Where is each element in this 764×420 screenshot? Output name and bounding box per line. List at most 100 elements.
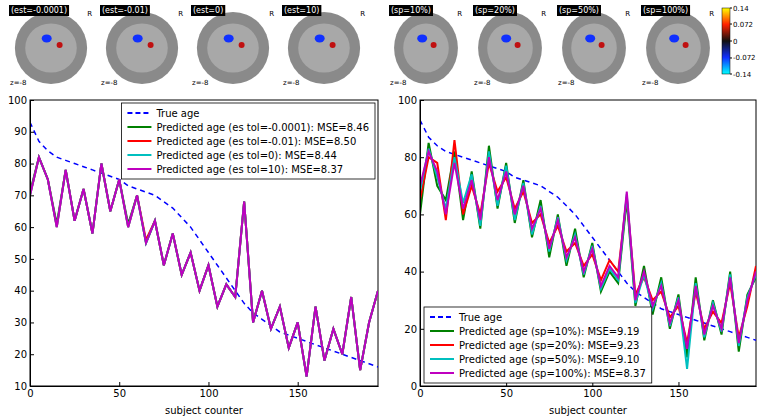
legend: True age Predicted age (es tol=-0.0001): …	[121, 103, 375, 179]
map-title: (sp=50%)	[559, 6, 599, 15]
map-slice: z=-8	[642, 79, 659, 87]
y-tick-mark	[30, 291, 34, 292]
map-title-bg	[9, 5, 69, 16]
map-side: R	[709, 10, 714, 18]
activation	[669, 34, 679, 42]
map-side: R	[360, 10, 365, 18]
x-tick: 100	[583, 382, 602, 399]
legend-item: Predicted age (es tol=-0.0001): MSE=8.46	[127, 122, 369, 133]
legend-label: Predicted age (es tol=0): MSE=8.44	[156, 150, 336, 161]
x-tick: 50	[500, 382, 513, 399]
y-tick: 10	[14, 381, 34, 392]
activation	[133, 34, 143, 42]
y-tick-mark	[30, 132, 34, 133]
y-tick-label: 30	[14, 317, 27, 328]
legend-swatch	[127, 126, 151, 128]
brain	[394, 12, 458, 84]
y-tick-mark	[30, 164, 34, 165]
y-tick-mark	[30, 322, 34, 323]
map-title: (sp=100%)	[643, 6, 688, 15]
map-slice: z=-8	[558, 79, 575, 87]
legend-item: Predicted age (sp=10%): MSE=9.19	[430, 326, 639, 337]
colorbar-label: 0	[733, 38, 737, 46]
legend-box	[424, 307, 652, 383]
activation	[501, 34, 511, 42]
map-side: R	[87, 10, 92, 18]
activation	[330, 42, 336, 48]
brain	[646, 12, 710, 84]
legend-item: Predicted age (es tol=10): MSE=8.37	[127, 164, 343, 175]
legend-swatch	[430, 344, 454, 346]
x-tick-label: 50	[113, 388, 126, 399]
y-tick-mark	[420, 100, 424, 101]
map-title: (est=-0.01)	[102, 6, 148, 15]
map-title-bg	[389, 5, 433, 16]
x-tick: 150	[669, 382, 688, 399]
y-tick: 100	[8, 95, 34, 106]
lines	[420, 120, 756, 369]
activation	[57, 42, 63, 48]
series-line	[420, 149, 756, 369]
x-axis-title: subject counter	[165, 405, 244, 416]
brain-map: (sp=10%)Rz=-8	[388, 4, 464, 87]
legend-label: Predicted age (es tol=-0.01): MSE=8.50	[156, 136, 356, 147]
map-side: R	[541, 10, 546, 18]
y-tick-label: 20	[14, 349, 27, 360]
colorbar-label: 0.14	[733, 5, 749, 13]
map-side: R	[178, 10, 183, 18]
activation	[239, 42, 245, 48]
map-slice: z=-8	[101, 79, 118, 87]
legend-label: True age	[155, 108, 199, 119]
x-tick: 50	[113, 382, 126, 399]
y-tick-label: 20	[404, 324, 417, 335]
legend-swatch	[430, 358, 454, 360]
brain	[562, 12, 626, 84]
y-tick: 40	[14, 285, 34, 296]
x-tick: 100	[199, 382, 218, 399]
brain-map: (sp=50%)Rz=-8	[556, 4, 632, 87]
y-tick-label: 80	[14, 158, 27, 169]
legend-label: Predicted age (sp=50%): MSE=9.10	[459, 354, 639, 365]
y-tick: 100	[398, 95, 424, 106]
y-tick: 30	[14, 317, 34, 328]
brain	[197, 12, 269, 84]
y-tick-mark	[420, 386, 424, 387]
map-side: R	[269, 10, 274, 18]
map-title: (est=-0.0001)	[11, 6, 67, 15]
y-tick-mark	[420, 272, 424, 273]
activation	[683, 42, 689, 48]
legend-swatch	[430, 330, 454, 332]
map-slice: z=-8	[390, 79, 407, 87]
x-axis: 050100150	[27, 382, 378, 399]
x-tick-label: 50	[500, 388, 513, 399]
y-tick-label: 10	[14, 381, 27, 392]
y-tick-label: 90	[14, 126, 27, 137]
y-tick: 90	[14, 126, 34, 137]
y-axis-line	[420, 101, 421, 387]
y-axis: 102030405060708090100	[8, 95, 34, 392]
map-title-bg	[191, 5, 225, 16]
y-tick: 60	[14, 222, 34, 233]
brain-map: (est=-0.01) Rz=-8	[99, 4, 185, 87]
series-line	[30, 157, 378, 376]
y-tick-mark	[420, 157, 424, 158]
series-line	[30, 157, 378, 376]
map-title-bg	[282, 5, 321, 16]
colorbar-tick	[730, 74, 732, 75]
y-tick-label: 0	[411, 381, 417, 392]
map-side: R	[457, 10, 462, 18]
colorbar-tick	[730, 41, 732, 42]
y-tick-mark	[30, 195, 34, 196]
legend-label: Predicted age (es tol=-0.0001): MSE=8.46	[156, 122, 369, 133]
legend-label: Predicted age (sp=100%): MSE=8.37	[459, 368, 646, 379]
map-title: (est=10)	[284, 6, 319, 15]
legend-swatch	[430, 316, 454, 318]
brain	[15, 12, 87, 84]
map-slice: z=-8	[192, 79, 209, 87]
y-tick-label: 60	[14, 222, 27, 233]
y-tick-mark	[30, 100, 34, 101]
y-tick: 20	[404, 324, 424, 335]
y-tick-label: 70	[14, 190, 27, 201]
series-line	[30, 157, 378, 376]
plot-area	[420, 100, 756, 386]
